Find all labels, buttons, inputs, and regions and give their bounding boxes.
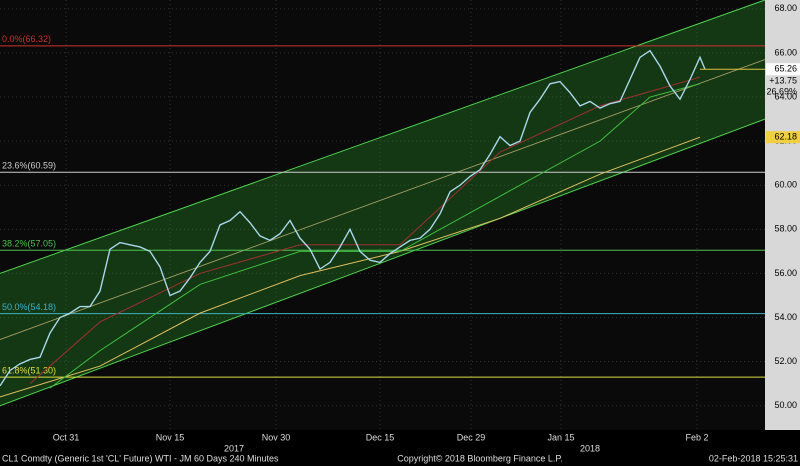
fib-label: 38.2%(57.05) <box>2 239 56 249</box>
year-label: 2017 <box>224 443 244 453</box>
x-tick-label: Feb 2 <box>685 432 708 442</box>
x-tick-label: Oct 31 <box>53 432 80 442</box>
channel-lower <box>0 118 766 407</box>
y-tick-label: 66.00 <box>774 47 797 57</box>
fib-label: 23.6%(60.59) <box>2 161 56 171</box>
series-line <box>49 83 701 389</box>
y-tick-label: 54.00 <box>774 312 797 322</box>
ma-last-box <box>766 131 800 144</box>
last-price-box <box>766 63 800 76</box>
y-tick-label: 64.00 <box>774 91 797 101</box>
change-label: +13.75 <box>769 76 797 86</box>
y-tick-label: 68.00 <box>774 3 797 13</box>
channel-fill <box>0 0 765 406</box>
footer-right: 02-Feb-2018 15:25:31 <box>709 453 798 463</box>
series-line <box>0 136 701 398</box>
y-tick-label: 50.00 <box>774 400 797 410</box>
fib-label: 50.0%(54.18) <box>2 302 56 312</box>
fib-label: 0.0%(66.32) <box>2 34 51 44</box>
y-tick-label: 60.00 <box>774 180 797 190</box>
series-line <box>29 76 701 385</box>
year-label: 2018 <box>580 443 600 453</box>
x-tick-label: Dec 29 <box>457 432 486 442</box>
fib-label: 61.8%(51.30) <box>2 365 56 375</box>
ma-last-label: 62.18 <box>774 132 797 142</box>
series-line <box>0 49 706 387</box>
last-price-label: 65.26 <box>774 64 797 74</box>
x-tick-label: Dec 15 <box>366 432 395 442</box>
y-tick-label: 52.00 <box>774 356 797 366</box>
y-tick-label: 56.00 <box>774 268 797 278</box>
channel-middle <box>0 59 766 341</box>
x-tick-label: Jan 15 <box>547 432 574 442</box>
x-tick-label: Nov 30 <box>262 432 291 442</box>
pct-label: 26.69% <box>766 87 797 97</box>
x-tick-label: Nov 15 <box>156 432 185 442</box>
footer-left: CL1 Comdty (Generic 1st 'CL' Future) WTI… <box>2 453 279 463</box>
footer-center: Copyright© 2018 Bloomberg Finance L.P. <box>397 453 563 463</box>
y-tick-label: 58.00 <box>774 224 797 234</box>
